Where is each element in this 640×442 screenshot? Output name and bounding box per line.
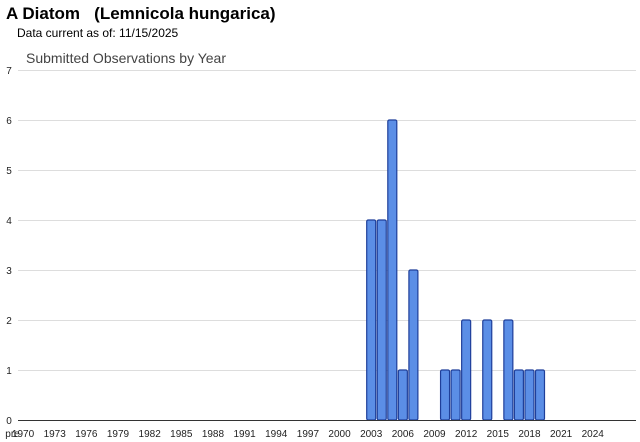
chart-title: Submitted Observations by Year	[26, 50, 226, 66]
x-tick-label: 2012	[455, 429, 478, 440]
y-tick-label: 3	[6, 266, 12, 277]
y-tick-label: 4	[6, 216, 12, 227]
x-tick-label: 1985	[170, 429, 193, 440]
x-tick-label: 2009	[423, 429, 446, 440]
x-tick-label: 2000	[328, 429, 351, 440]
bar-2011	[450, 369, 461, 421]
bar-2005	[387, 119, 398, 421]
x-tick-label: 2021	[550, 429, 573, 440]
data-current-date: Data current as of: 11/15/2025	[17, 26, 179, 40]
y-tick-label: 1	[6, 366, 12, 377]
x-tick-label: 1973	[44, 429, 67, 440]
bar-2014	[482, 319, 493, 421]
grid-layer	[18, 70, 636, 371]
y-tick-label: 5	[6, 166, 12, 177]
bar-2018	[524, 369, 535, 421]
y-tick-label: 2	[6, 316, 12, 327]
bar-2010	[439, 369, 451, 421]
bar-2006	[397, 369, 408, 421]
y-tick-label: 6	[6, 116, 12, 127]
y-tick-label: 7	[6, 66, 12, 77]
bar-2007	[408, 269, 419, 421]
bar-2019	[534, 369, 546, 421]
x-tick-label: 2024	[582, 429, 605, 440]
x-tick-label: 1994	[265, 429, 288, 440]
x-tick-label: 1988	[202, 429, 225, 440]
x-tick-label: 2006	[392, 429, 415, 440]
page-title: A Diatom (Lemnicola hungarica)	[6, 4, 276, 23]
bar-2012	[461, 319, 472, 421]
x-tick-label: 1982	[139, 429, 162, 440]
x-tick-label: 2003	[360, 429, 383, 440]
x-tick-label: 2015	[487, 429, 510, 440]
x-tick-label: 1970	[12, 429, 35, 440]
bar-2017	[513, 369, 525, 421]
x-tick-label: 2018	[518, 429, 541, 440]
bar-2004	[376, 219, 387, 421]
y-tick-label: 0	[6, 416, 12, 427]
bar-2003	[366, 219, 377, 421]
x-tick-label: 1979	[107, 429, 130, 440]
x-tick-label: 1976	[75, 429, 98, 440]
x-tick-label: 1997	[297, 429, 320, 440]
y-tick-labels: 0 1 2 3 4 5 6 7	[6, 66, 12, 427]
bar-layer	[366, 119, 546, 421]
x-tick-label: pre	[5, 429, 20, 440]
bar-2016	[503, 319, 514, 421]
x-tick-label: 1991	[233, 429, 256, 440]
